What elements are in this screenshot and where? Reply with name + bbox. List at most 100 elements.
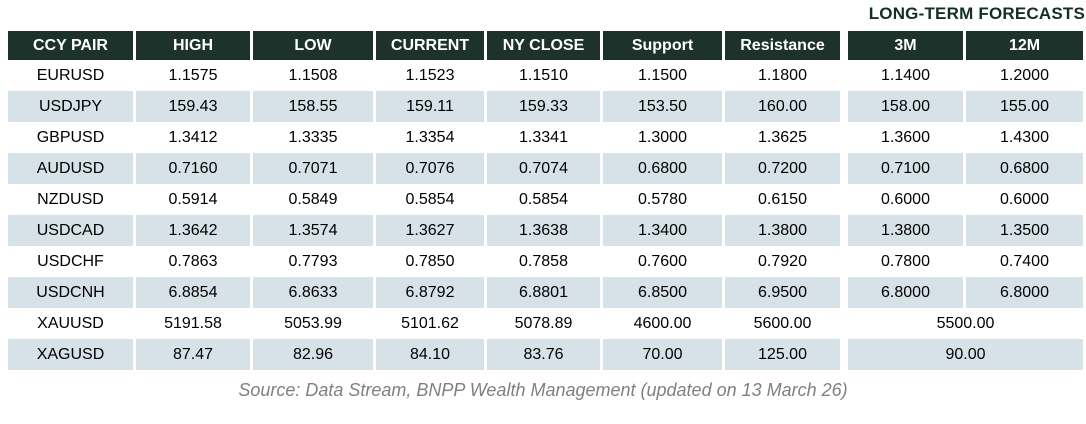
- value-cell: 1.3625: [725, 122, 840, 153]
- ccy-pair-cell: USDCHF: [8, 246, 133, 277]
- value-cell: 6.8633: [253, 277, 373, 308]
- col-header-support: Support: [603, 31, 722, 60]
- ccy-pair-cell: AUDUSD: [8, 153, 133, 184]
- value-cell: 0.6150: [725, 184, 840, 215]
- value-cell: 70.00: [603, 339, 722, 370]
- value-cell: 0.7200: [725, 153, 840, 184]
- value-cell: 1.3642: [136, 215, 250, 246]
- value-cell: 6.8000: [966, 277, 1083, 308]
- value-cell: 0.7793: [253, 246, 373, 277]
- value-cell: 0.7400: [966, 246, 1083, 277]
- value-cell: 0.7071: [253, 153, 373, 184]
- value-cell: 159.43: [136, 91, 250, 122]
- col-header-ccy-pair: CCY PAIR: [8, 31, 133, 60]
- table-row: AUDUSD 0.7160 0.7071 0.7076 0.7074 0.6800 0.72…: [8, 153, 1083, 184]
- value-cell: 0.5849: [253, 184, 373, 215]
- value-cell: 87.47: [136, 339, 250, 370]
- value-cell: 1.3800: [843, 215, 963, 246]
- value-cell: 6.8801: [487, 277, 600, 308]
- table-row: XAUUSD 5191.58 5053.99 5101.62 5078.89 4600.0…: [8, 308, 1083, 339]
- table-row: GBPUSD 1.3412 1.3335 1.3354 1.3341 1.3000 1.36…: [8, 122, 1083, 153]
- value-cell: 5600.00: [725, 308, 840, 339]
- value-cell: 1.1800: [725, 60, 840, 91]
- header-row: CCY PAIR HIGH LOW CURRENT NY CLOSE Suppo…: [8, 31, 1083, 60]
- col-header-low: LOW: [253, 31, 373, 60]
- col-header-3m: 3M: [843, 31, 963, 60]
- ccy-pair-cell: USDJPY: [8, 91, 133, 122]
- value-cell: 1.1575: [136, 60, 250, 91]
- value-cell: 159.11: [376, 91, 484, 122]
- table-body: EURUSD 1.1575 1.1508 1.1523 1.1510 1.1500 1.18…: [8, 60, 1083, 370]
- value-cell: 125.00: [725, 339, 840, 370]
- value-cell: 1.2000: [966, 60, 1083, 91]
- value-cell: 159.33: [487, 91, 600, 122]
- table-row: USDCAD 1.3642 1.3574 1.3627 1.3638 1.3400 1.38…: [8, 215, 1083, 246]
- value-cell: 0.7600: [603, 246, 722, 277]
- value-cell: 1.1510: [487, 60, 600, 91]
- value-cell: 0.6800: [966, 153, 1083, 184]
- ccy-pair-cell: USDCAD: [8, 215, 133, 246]
- value-cell: 0.7100: [843, 153, 963, 184]
- value-cell: 0.7920: [725, 246, 840, 277]
- value-cell: 1.3354: [376, 122, 484, 153]
- value-cell: 5053.99: [253, 308, 373, 339]
- value-cell: 4600.00: [603, 308, 722, 339]
- value-cell: 0.5854: [376, 184, 484, 215]
- value-cell: 0.7863: [136, 246, 250, 277]
- value-cell: 0.7850: [376, 246, 484, 277]
- value-cell: 5191.58: [136, 308, 250, 339]
- value-cell: 0.7074: [487, 153, 600, 184]
- value-cell: 1.1400: [843, 60, 963, 91]
- value-cell: 160.00: [725, 91, 840, 122]
- value-cell: 1.1508: [253, 60, 373, 91]
- col-header-resistance: Resistance: [725, 31, 840, 60]
- forecast-table: CCY PAIR HIGH LOW CURRENT NY CLOSE Suppo…: [5, 31, 1086, 370]
- value-cell: 1.4300: [966, 122, 1083, 153]
- value-cell: 6.8792: [376, 277, 484, 308]
- long-term-forecasts-label: LONG-TERM FORECASTS: [868, 4, 1085, 23]
- table-row: XAGUSD 87.47 82.96 84.10 83.76 70.00 125.00 90.…: [8, 339, 1083, 370]
- value-cell: 0.6000: [843, 184, 963, 215]
- table-header: CCY PAIR HIGH LOW CURRENT NY CLOSE Suppo…: [8, 31, 1083, 60]
- value-cell: 6.8854: [136, 277, 250, 308]
- value-cell: 1.1500: [603, 60, 722, 91]
- value-cell: 158.00: [843, 91, 963, 122]
- value-cell: 0.6000: [966, 184, 1083, 215]
- table-row: EURUSD 1.1575 1.1508 1.1523 1.1510 1.1500 1.18…: [8, 60, 1083, 91]
- value-cell: 155.00: [966, 91, 1083, 122]
- ccy-pair-cell: EURUSD: [8, 60, 133, 91]
- value-cell: 84.10: [376, 339, 484, 370]
- ccy-pair-cell: USDCNH: [8, 277, 133, 308]
- value-cell: 1.3000: [603, 122, 722, 153]
- ccy-pair-cell: GBPUSD: [8, 122, 133, 153]
- value-cell: 1.3627: [376, 215, 484, 246]
- value-cell: 83.76: [487, 339, 600, 370]
- value-cell: 90.00: [843, 339, 1083, 370]
- col-header-high: HIGH: [136, 31, 250, 60]
- col-header-12m: 12M: [966, 31, 1083, 60]
- ccy-pair-cell: NZDUSD: [8, 184, 133, 215]
- value-cell: 6.9500: [725, 277, 840, 308]
- value-cell: 0.7076: [376, 153, 484, 184]
- value-cell: 0.5780: [603, 184, 722, 215]
- col-header-current: CURRENT: [376, 31, 484, 60]
- value-cell: 82.96: [253, 339, 373, 370]
- value-cell: 1.3500: [966, 215, 1083, 246]
- value-cell: 1.3341: [487, 122, 600, 153]
- value-cell: 1.1523: [376, 60, 484, 91]
- value-cell: 1.3574: [253, 215, 373, 246]
- value-cell: 6.8000: [843, 277, 963, 308]
- value-cell: 5101.62: [376, 308, 484, 339]
- value-cell: 0.6800: [603, 153, 722, 184]
- table-top-row: LONG-TERM FORECASTS: [5, 0, 1086, 31]
- value-cell: 0.7858: [487, 246, 600, 277]
- value-cell: 0.5854: [487, 184, 600, 215]
- value-cell: 1.3412: [136, 122, 250, 153]
- value-cell: 5500.00: [843, 308, 1083, 339]
- value-cell: 1.3600: [843, 122, 963, 153]
- ccy-pair-cell: XAUUSD: [8, 308, 133, 339]
- value-cell: 6.8500: [603, 277, 722, 308]
- value-cell: 158.55: [253, 91, 373, 122]
- value-cell: 1.3335: [253, 122, 373, 153]
- ccy-pair-cell: XAGUSD: [8, 339, 133, 370]
